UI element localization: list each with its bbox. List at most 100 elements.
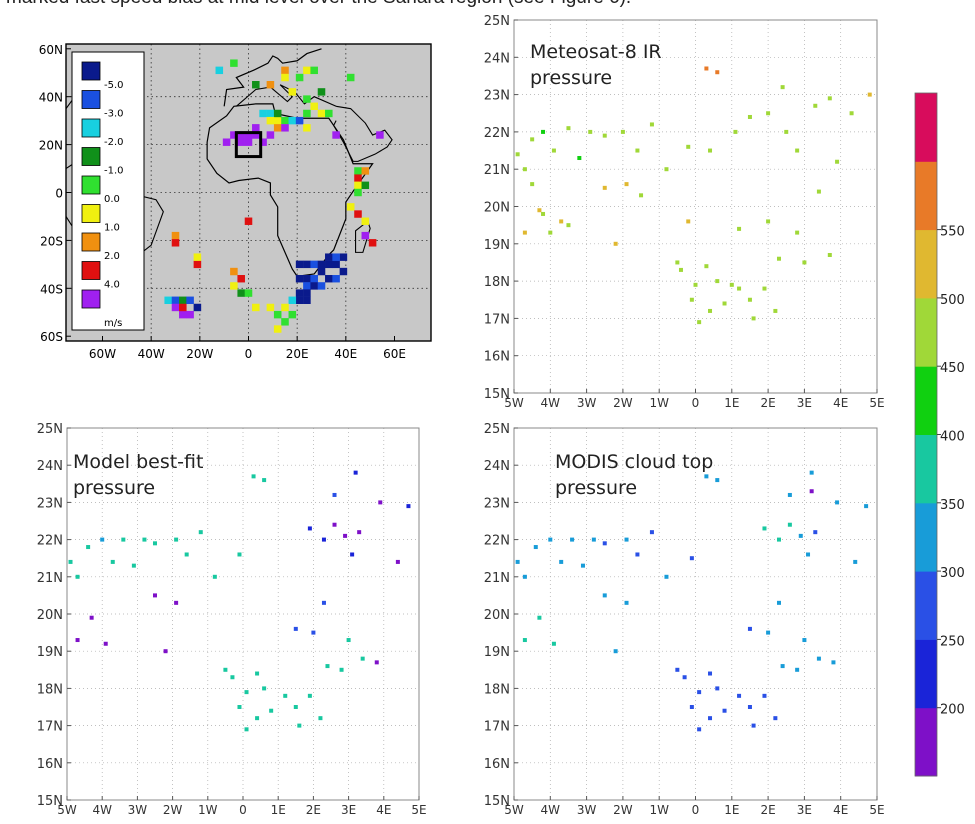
bias-cell	[244, 217, 253, 225]
data-point	[570, 537, 575, 542]
colorbar-tick-label: 500	[940, 293, 965, 308]
data-point	[762, 526, 767, 531]
data-point	[580, 563, 585, 568]
data-point	[816, 189, 821, 194]
bias-cell	[281, 73, 289, 82]
data-point	[806, 552, 811, 557]
coastline-africa	[206, 103, 374, 277]
x-tick-label: 3W	[577, 803, 597, 817]
bias-cell	[295, 116, 304, 125]
map-x-tick-label: 60E	[383, 347, 406, 361]
data-point	[635, 552, 640, 557]
map-x-tick-label: 40E	[334, 347, 357, 361]
bias-cell	[273, 109, 282, 118]
x-tick-label: 1E	[724, 803, 739, 817]
data-point	[551, 641, 556, 646]
data-point	[174, 600, 179, 605]
data-point	[244, 690, 249, 695]
bias-cell	[303, 282, 311, 290]
data-point	[766, 111, 771, 116]
x-tick-label: 1W	[198, 803, 218, 817]
x-tick-label: 5W	[504, 803, 524, 817]
bias-cell	[310, 66, 318, 75]
bias-legend-swatch	[81, 90, 101, 109]
bias-legend-label: 4.0	[104, 280, 120, 291]
data-point	[244, 727, 249, 732]
y-tick-label: 18N	[37, 682, 63, 697]
data-point	[620, 129, 625, 134]
data-point	[697, 320, 702, 325]
y-tick-label: 15N	[484, 387, 510, 402]
x-tick-label: 0	[692, 396, 700, 410]
bias-cell	[288, 310, 297, 319]
data-point	[715, 70, 720, 75]
bias-cell	[303, 95, 311, 103]
bias-cell	[303, 66, 311, 75]
bias-cell	[266, 109, 275, 118]
data-point	[635, 148, 640, 153]
data-point	[184, 552, 189, 557]
data-point	[395, 559, 400, 564]
colorbar-segment	[915, 571, 937, 640]
data-point	[357, 530, 362, 535]
data-point	[773, 308, 778, 313]
map-y-tick-label: 60N	[39, 43, 63, 57]
data-point	[100, 537, 105, 542]
bias-cell	[171, 239, 180, 247]
data-point	[174, 537, 179, 542]
colorbar-tick-label: 450	[940, 361, 965, 376]
bias-cell	[346, 73, 355, 82]
data-point	[704, 474, 709, 479]
bias-cell	[303, 296, 311, 304]
y-tick-label: 24N	[484, 51, 510, 66]
data-point	[864, 504, 869, 509]
y-tick-label: 22N	[484, 534, 510, 549]
colorbar-segment	[915, 639, 937, 709]
data-point	[321, 600, 326, 605]
bias-cell	[273, 310, 282, 319]
data-point	[715, 478, 720, 483]
bias-cell	[252, 81, 260, 89]
y-tick-label: 25N	[37, 422, 63, 437]
coastline-europe	[223, 48, 322, 107]
bias-cell	[354, 174, 362, 182]
map-y-tick-label: 20S	[40, 234, 63, 248]
bias-cell	[295, 289, 304, 297]
data-point	[591, 537, 596, 542]
data-point	[406, 504, 411, 509]
data-point	[131, 563, 136, 568]
data-point	[689, 297, 694, 302]
x-tick-label: 3W	[577, 396, 597, 410]
x-tick-label: 2E	[306, 803, 321, 817]
bias-legend-swatch	[81, 61, 101, 81]
x-tick-label: 3E	[341, 803, 356, 817]
data-point	[831, 660, 836, 665]
bias-cell	[332, 253, 340, 261]
y-tick-label: 22N	[484, 126, 510, 141]
data-point	[613, 241, 618, 246]
data-point	[639, 193, 644, 198]
bias-cell	[376, 131, 384, 139]
x-tick-label: 1E	[271, 803, 286, 817]
bias-cell	[252, 303, 260, 312]
data-point	[708, 148, 713, 153]
data-point	[541, 129, 546, 134]
panel-title: Model best-fit	[73, 451, 203, 473]
bias-cell	[310, 275, 318, 283]
data-point	[577, 156, 582, 161]
data-point	[689, 556, 694, 561]
y-tick-label: 17N	[37, 720, 63, 735]
data-point	[230, 675, 235, 680]
colorbar-segment	[915, 93, 937, 162]
data-point	[297, 723, 302, 728]
data-point	[153, 541, 157, 546]
y-tick-label: 18N	[484, 682, 510, 697]
data-point	[798, 533, 803, 538]
data-point	[624, 537, 629, 542]
bias-cell	[171, 296, 180, 304]
data-point	[566, 223, 571, 228]
data-point	[708, 716, 713, 721]
bias-cell	[288, 296, 297, 304]
bias-legend-swatch	[81, 175, 101, 195]
bias-cell	[295, 73, 304, 82]
